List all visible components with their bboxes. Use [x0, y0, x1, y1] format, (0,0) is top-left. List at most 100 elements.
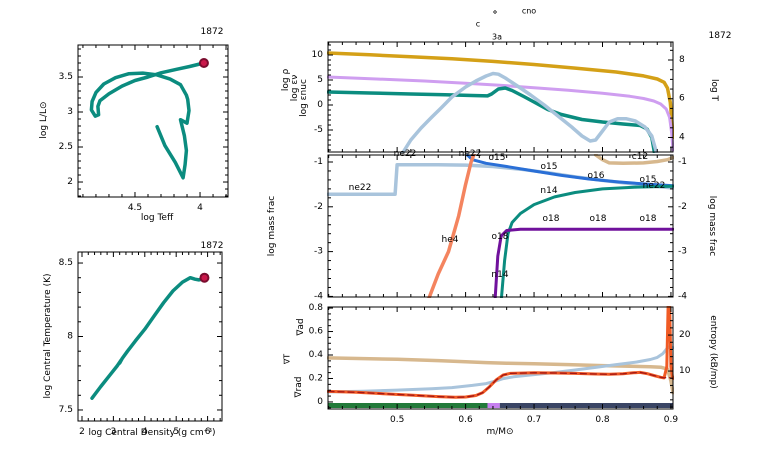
y-axis-title-logrho: log ρ	[281, 69, 291, 92]
profile-thermo-series-log-eps-nuc	[400, 71, 659, 153]
y-tick-label: 5	[317, 75, 323, 85]
y-axis-title-gradad: ∇ad	[296, 318, 306, 336]
burn-label-c: c	[476, 20, 480, 29]
profile-grad-series-entropy	[327, 345, 674, 394]
x-tick-label: 4	[142, 427, 148, 437]
y2-tick-label: 20	[679, 330, 691, 340]
trho-series-tc-rhoc-track	[90, 275, 207, 400]
profile-thermo-series-log-rho	[327, 75, 674, 152]
y2-tick-label: 10	[679, 366, 691, 376]
profile-grad-series-grad-rad	[327, 306, 674, 399]
iso-label-o18-3: o18	[590, 214, 607, 224]
x-tick-label: 5	[173, 427, 179, 437]
current-model-dot	[198, 57, 209, 68]
y-tick-label: -4	[314, 291, 323, 301]
iso-label-n14-2: n14	[491, 270, 508, 280]
iso-label-he4: he4	[442, 235, 459, 245]
y-axis-title: log mass frac	[267, 196, 277, 256]
iso-label-ne22-4: ne22	[643, 181, 666, 191]
x-tick-label: 0.5	[390, 415, 404, 425]
panel-profile-thermo: 10 5 0 -5 8 6 4 1872 ⋄ cno c 3a log ρ log εν log εnuc l…	[281, 7, 732, 153]
x-axis-title: log Teff	[141, 213, 174, 223]
profile-abund-series-n14	[499, 184, 674, 298]
burn-label-3a: 3a	[492, 33, 502, 42]
profile-grad-frame	[327, 306, 674, 410]
hr-frame	[77, 44, 229, 198]
x-tick-label: 0.8	[595, 415, 610, 425]
y-tick-label: 10	[312, 50, 324, 60]
y-tick-label: -5	[314, 125, 323, 135]
burn-label-cno: cno	[522, 7, 536, 16]
y2-tick-label: -4	[678, 291, 687, 301]
profile-abund-series-c12	[593, 154, 674, 166]
y2-axis-title: log mass frac	[707, 196, 717, 256]
model-number: 1872	[201, 27, 224, 37]
iso-label-ne22-2: ne22	[394, 149, 417, 159]
x-tick-label: 3	[111, 427, 117, 437]
y-axis-title-logepsnuc: log εnuc	[299, 79, 309, 117]
x-tick-label: 6	[205, 427, 211, 437]
y-tick-label: 2	[67, 177, 73, 187]
iso-label-o15-3: o15	[640, 175, 657, 185]
profile-abund-series-o18	[493, 227, 674, 298]
y-tick-label: 7.5	[59, 405, 73, 415]
y-tick-label: 0.8	[309, 303, 324, 313]
y-axis-title: log Central Temperature (K)	[43, 273, 53, 398]
y2-tick-label: 6	[679, 94, 685, 104]
x-tick-label: 0.9	[664, 415, 679, 425]
y-tick-label: 8.5	[59, 258, 73, 268]
y2-tick-label: 4	[679, 132, 685, 142]
panel-trho: 2 3 4 5 6 8.5 8 7.5 1872 log Central Density (g c…	[43, 241, 223, 438]
y-tick-label: 0.4	[309, 350, 324, 360]
profile-abund-frame	[327, 154, 674, 298]
x-axis-title: m/M⊙	[486, 427, 513, 437]
iso-label-c12: c12	[632, 152, 648, 162]
y2-tick-label: -1	[678, 157, 687, 167]
y-tick-label: 0.6	[309, 327, 324, 337]
x-tick-label: 4.5	[128, 203, 142, 213]
mixing-zone-boundary	[487, 403, 500, 408]
hr-series-hr-track	[89, 61, 206, 180]
iso-label-n14-1: n14	[540, 186, 557, 196]
mixing-zone-radiative	[499, 403, 673, 408]
current-model-dot	[199, 272, 210, 283]
y-axis-title-gradrad: ∇rad	[294, 377, 304, 399]
x-tick-label: 0.7	[527, 415, 541, 425]
y-axis-title-logepsnu: log εν	[290, 75, 300, 101]
model-number: 1872	[201, 241, 224, 251]
x-tick-label: 4	[197, 203, 203, 213]
y2-axis-title-logT: log T	[709, 79, 719, 102]
mixing-zone-convective	[328, 403, 488, 408]
y-tick-label: 3.5	[59, 72, 73, 82]
y2-tick-label: -3	[678, 247, 687, 257]
y-tick-label: 3	[67, 107, 73, 117]
iso-label-ne22-3: ne22	[459, 149, 482, 159]
x-axis-title: log Central Density (g cm⁻³)	[89, 428, 216, 438]
profile-abund-series-he4	[427, 154, 476, 298]
iso-label-o18-2: o18	[543, 214, 560, 224]
y2-axis-title-entropy: entropy (kB/mp)	[708, 315, 718, 389]
y-tick-label: 2.5	[59, 142, 73, 152]
iso-label-o18-4: o18	[640, 214, 657, 224]
y2-tick-label: 8	[679, 55, 685, 65]
model-number: 1872	[709, 31, 732, 41]
profile-thermo-frame	[327, 41, 674, 153]
y-axis-title-gradT: ∇T	[283, 354, 292, 365]
y-tick-label: 0	[317, 100, 323, 110]
y2-tick-label: -2	[678, 202, 687, 212]
x-tick-label: 2	[79, 427, 85, 437]
iso-label-o18-1: o18	[492, 232, 509, 242]
profile-grad-series-grad-T	[327, 371, 674, 398]
profile-abund-series-ne22	[327, 162, 674, 197]
iso-label-o15-1: o15	[489, 153, 506, 163]
y-tick-label: -3	[314, 247, 323, 257]
iso-label-o16: o16	[588, 171, 605, 181]
y-tick-label: 8	[67, 332, 73, 342]
iso-label-ne22-1: ne22	[349, 183, 372, 193]
x-tick-label: 0.6	[458, 415, 473, 425]
panel-profile-grad: 0.5 0.6 0.7 0.8 0.9 0.8 0.6 0.4 0.2 0 20 10 ∇ad ∇T ∇ra…	[283, 303, 719, 437]
iso-label-o15-2: o15	[541, 162, 558, 172]
